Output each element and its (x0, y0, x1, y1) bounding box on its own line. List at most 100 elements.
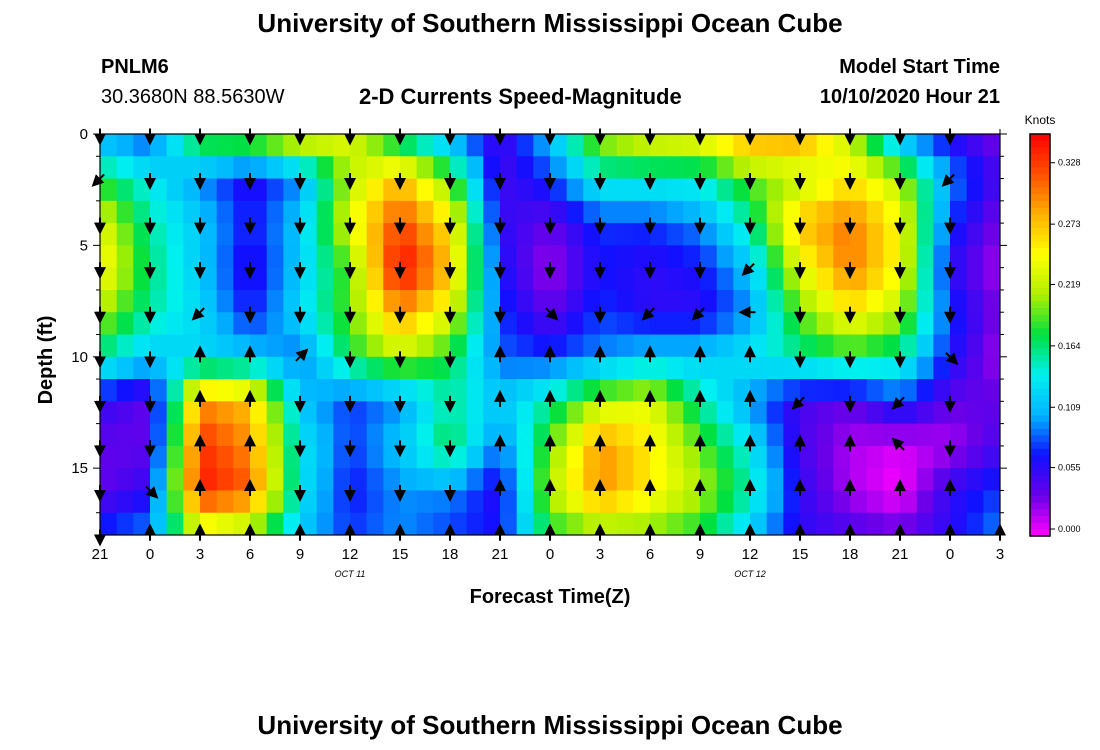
x-tick-label: 18 (842, 546, 859, 563)
heatmap-cell (783, 156, 801, 180)
heatmap-cell (433, 267, 451, 291)
heatmap-cell (183, 312, 201, 336)
heatmap-cell (233, 490, 251, 514)
heatmap-cell (250, 200, 268, 224)
y-axis-label: Depth (ft) (35, 316, 57, 405)
heatmap-cell (950, 401, 968, 425)
heatmap-cell (566, 512, 584, 535)
heatmap-cell (250, 223, 268, 246)
heatmap-cell (100, 356, 118, 380)
heatmap-cell (850, 156, 868, 180)
heatmap-cell (250, 379, 268, 402)
heatmap-cell (300, 289, 318, 313)
heatmap-cell (716, 223, 734, 246)
heatmap-cell (716, 267, 734, 291)
heatmap-cell (416, 356, 434, 380)
heatmap-cell (750, 178, 768, 202)
heatmap-cell (700, 401, 718, 425)
heatmap-cell (850, 267, 868, 291)
heatmap-cell (650, 512, 668, 535)
heatmap-cell (850, 200, 868, 224)
heatmap-cell (116, 334, 134, 358)
heatmap-cell (250, 156, 268, 180)
heatmap-cell (183, 267, 201, 291)
page-title-bottom: University of Southern Mississippi Ocean… (257, 710, 843, 740)
heatmap-cell (966, 423, 984, 447)
heatmap-cell (566, 289, 584, 313)
heatmap-cell (866, 245, 884, 269)
colorbar-segment (1030, 355, 1050, 363)
heatmap-cell (716, 423, 734, 447)
heatmap-cell (133, 312, 151, 336)
heatmap-cell (100, 423, 118, 447)
heatmap-cell (333, 468, 351, 492)
heatmap-cell (516, 245, 534, 269)
heatmap-cell (900, 468, 918, 492)
heatmap-cell (266, 512, 284, 535)
heatmap-cell (783, 134, 801, 157)
heatmap-cell (400, 156, 418, 180)
colorbar-segment (1030, 375, 1050, 383)
heatmap-cell (150, 312, 168, 336)
heatmap-cell (500, 156, 518, 180)
heatmap-cell (966, 468, 984, 492)
x-tick-label: 15 (392, 546, 409, 563)
heatmap-cell (266, 134, 284, 157)
heatmap-cell (783, 200, 801, 224)
heatmap-cell (850, 512, 868, 535)
heatmap-cell (500, 267, 518, 291)
heatmap-cell (616, 490, 634, 514)
heatmap-cell (316, 267, 334, 291)
heatmap-cell (800, 445, 818, 469)
heatmap-cell (750, 423, 768, 447)
heatmap-cell (933, 379, 951, 402)
heatmap-cell (883, 200, 901, 224)
heatmap-cell (183, 134, 201, 157)
heatmap-cell (100, 267, 118, 291)
heatmap-cell (600, 200, 618, 224)
heatmap-cell (850, 223, 868, 246)
heatmap-cell (250, 445, 268, 469)
heatmap-cell (816, 490, 834, 514)
heatmap-cell (833, 334, 851, 358)
heatmap-cell (483, 312, 501, 336)
heatmap-cell (616, 156, 634, 180)
heatmap-cell (616, 468, 634, 492)
heatmap-cell (516, 156, 534, 180)
heatmap-cell (350, 423, 368, 447)
heatmap-cell (200, 312, 218, 336)
heatmap-cell (816, 401, 834, 425)
heatmap-cell (500, 178, 518, 202)
y-tick-label: 0 (80, 126, 88, 143)
heatmap-cell (883, 289, 901, 313)
heatmap-cell (666, 267, 684, 291)
heatmap-cell (533, 223, 551, 246)
heatmap-cell (233, 468, 251, 492)
heatmap-cell (700, 223, 718, 246)
heatmap-cell (283, 490, 301, 514)
heatmap-cell (400, 379, 418, 402)
heatmap-cell (383, 334, 401, 358)
heatmap-cell (350, 134, 368, 157)
heatmap-cell (666, 468, 684, 492)
heatmap-cell (683, 356, 701, 380)
heatmap-cell (666, 490, 684, 514)
heatmap-cell (833, 178, 851, 202)
heatmap-cell (133, 334, 151, 358)
heatmap-cell (483, 401, 501, 425)
heatmap-cell (483, 356, 501, 380)
heatmap-cell (333, 134, 351, 157)
heatmap-cell (433, 312, 451, 336)
heatmap-cell (100, 468, 118, 492)
heatmap-cell (900, 334, 918, 358)
heatmap-cell (866, 156, 884, 180)
heatmap-cell (466, 267, 484, 291)
heatmap-cell (650, 468, 668, 492)
colorbar-segment (1030, 435, 1050, 443)
heatmap-cell (800, 134, 818, 157)
colorbar-segment (1030, 274, 1050, 282)
heatmap-cell (833, 379, 851, 402)
colorbar-segment (1030, 368, 1050, 376)
heatmap-cell (466, 512, 484, 535)
heatmap-cell (816, 334, 834, 358)
